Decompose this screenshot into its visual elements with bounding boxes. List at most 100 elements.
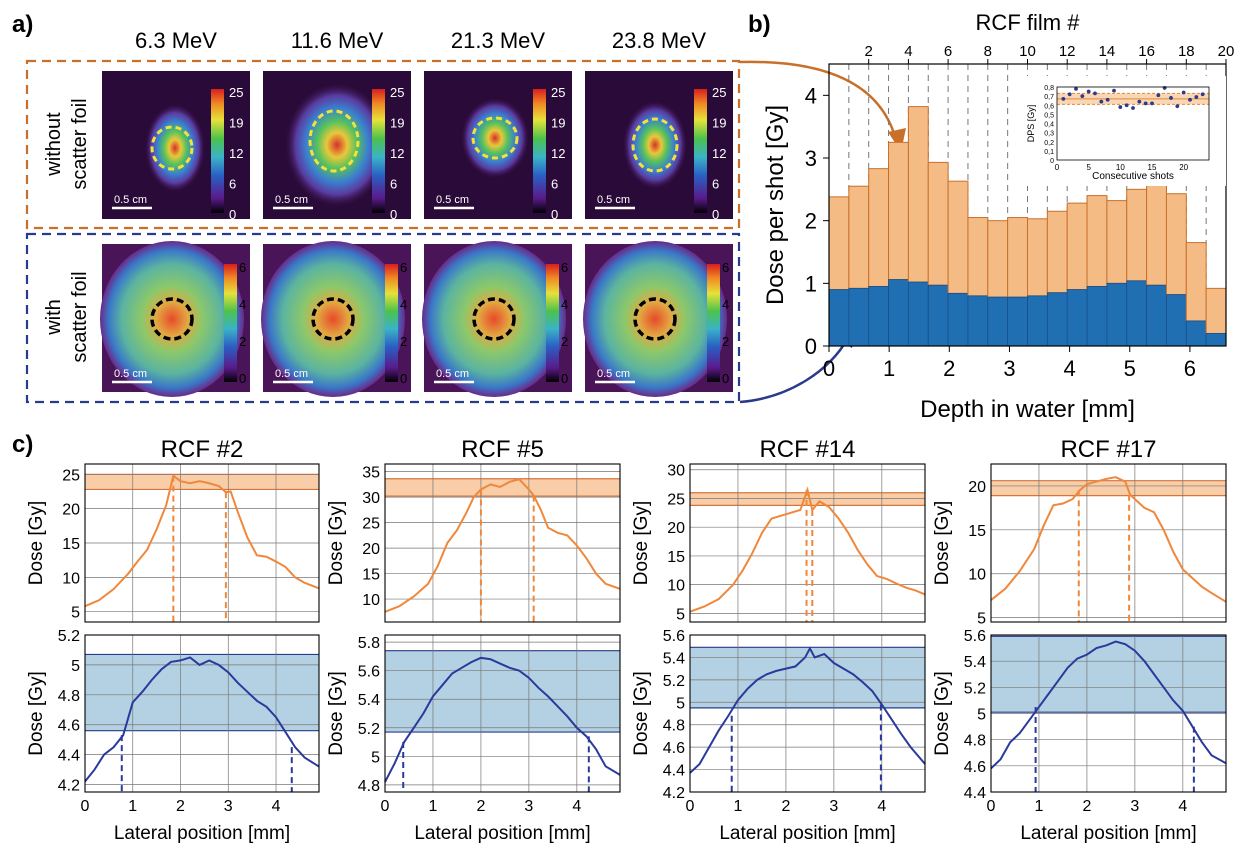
colorbar-tick: 0	[229, 207, 236, 222]
y-tick-label: 5.4	[358, 692, 380, 709]
colorbar-tick: 6	[390, 177, 397, 192]
bar-total-dose	[868, 168, 890, 287]
y-tick-label: 2	[805, 209, 817, 234]
top-tick-label: 8	[984, 43, 992, 60]
x-tick-label: 0	[987, 798, 996, 815]
inset-x-tick: 0	[1055, 163, 1060, 172]
x-tick-label: 6	[1184, 356, 1196, 381]
x-axis-label: Lateral position [mm]	[114, 823, 290, 844]
top-tick-label: 16	[1138, 43, 1155, 60]
inset-point	[1105, 97, 1110, 102]
roi-circle	[471, 116, 519, 160]
x-tick-label: 3	[524, 798, 533, 815]
y-tick-label: 1	[805, 271, 817, 296]
x-tick-label: 4	[877, 798, 886, 815]
bar-lower-dose	[1146, 284, 1167, 347]
bar-total-dose	[987, 220, 1009, 298]
bar-lower-dose	[947, 292, 969, 347]
colorbar-tick: 25	[551, 85, 565, 100]
scale-label: 0.5 cm	[597, 368, 630, 380]
x-tick-label: 2	[176, 798, 185, 815]
bar-total-dose	[967, 217, 989, 297]
y-tick-label: 15	[968, 523, 986, 540]
colorbar-tick: 12	[390, 146, 404, 161]
y-tick-label: 5	[371, 749, 380, 766]
y-tick-label: 4.8	[964, 733, 986, 750]
colorbar-tick: 4	[400, 297, 407, 312]
inset-y-tick: 0,6	[1044, 103, 1054, 110]
inset-point	[1112, 88, 1116, 93]
bar-lower-dose	[1007, 296, 1028, 347]
top-tick-label: 10	[1019, 43, 1036, 60]
inset-y-tick: 0,8	[1044, 85, 1054, 92]
y-tick-label: 4.2	[58, 778, 80, 795]
bar-lower-dose	[1066, 289, 1088, 347]
energy-label: 21.3 MeV	[451, 28, 545, 53]
colorbar-tick: 2	[400, 334, 407, 349]
y-tick-label: 4.6	[964, 759, 986, 776]
x-tick-label: 2	[781, 798, 790, 815]
bar-lower-dose	[1185, 320, 1207, 347]
y-tick-label: 5.4	[964, 654, 986, 671]
colorbar-tick: 19	[551, 116, 565, 131]
scale-label: 0.5 cm	[275, 194, 308, 206]
inset-y-tick: 0,4	[1044, 122, 1054, 129]
colorbar-tick: 6	[712, 177, 719, 192]
row-label-without-1: without	[43, 112, 65, 177]
inset-frame	[1056, 86, 1210, 161]
y-axis-label: Dose [Gy]	[326, 501, 347, 585]
colorbar-tick: 6	[722, 260, 729, 275]
scale-label: 0.5 cm	[275, 368, 308, 380]
bottom-dose-profile	[84, 656, 320, 783]
x-tick-label: 0	[686, 798, 695, 815]
colorbar-tick: 4	[561, 297, 568, 312]
colorbar	[546, 264, 559, 382]
bar-lower-dose	[868, 286, 889, 347]
top-dose-profile	[384, 478, 621, 613]
subplot-title: RCF #2	[161, 436, 244, 463]
subplot-frame	[84, 634, 320, 793]
bar-lower-dose	[848, 287, 870, 347]
x-tick-label: 5	[1124, 356, 1136, 381]
roi-circle	[311, 297, 355, 341]
bar-lower-dose	[1106, 282, 1128, 347]
inset-x-tick: 20	[1179, 163, 1188, 172]
bottom-dose-profile	[384, 656, 621, 783]
inset-point	[1074, 86, 1078, 91]
inset-point	[1124, 103, 1129, 108]
x-tick-label: 3	[829, 798, 838, 815]
colorbar-tick: 0	[390, 207, 397, 222]
x-tick-label: 0	[823, 356, 835, 381]
y-tick-label: 5.6	[964, 628, 986, 645]
colorbar	[707, 264, 720, 382]
roi-circle	[631, 117, 679, 173]
colorbar	[224, 264, 237, 382]
y-tick-label: 15	[62, 536, 80, 553]
bottom-uniformity-band	[991, 636, 1226, 713]
bar-total-dose	[848, 185, 870, 289]
top-dose-profile	[990, 476, 1227, 603]
y-tick-label: 4.4	[663, 763, 685, 780]
x-tick-label: 3	[1130, 798, 1139, 815]
x-tick-label: 2	[476, 798, 485, 815]
x-tick-label: 3	[224, 798, 233, 815]
colorbar-tick: 0	[239, 371, 246, 386]
subplot-title: RCF #14	[759, 436, 855, 463]
inset-x-tick: 5	[1086, 163, 1091, 172]
frame-without-foil	[25, 59, 741, 230]
inset-point	[1188, 97, 1192, 102]
roi-circle	[150, 125, 194, 171]
x-tick-label: 4	[572, 798, 581, 815]
bar-lower-dose	[1166, 294, 1187, 347]
inset-point	[1137, 99, 1142, 104]
colorbar	[385, 264, 398, 382]
y-tick-label: 4.6	[58, 718, 80, 735]
inset-y-tick: 0,2	[1044, 140, 1054, 147]
bar-total-dose	[1106, 200, 1128, 284]
subplot-frame	[990, 463, 1227, 623]
y-tick-label: 5.4	[663, 650, 685, 667]
bar-total-dose	[1086, 195, 1108, 287]
